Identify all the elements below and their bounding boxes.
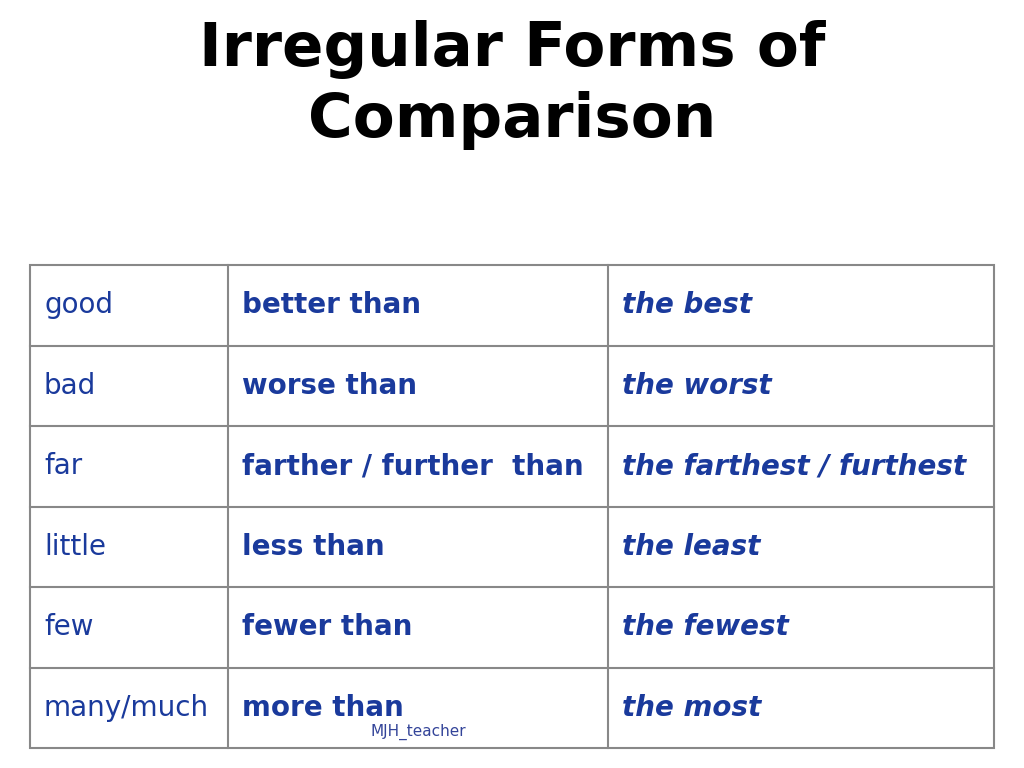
Text: Irregular Forms of
Comparison: Irregular Forms of Comparison — [199, 20, 825, 150]
Text: many/much: many/much — [44, 694, 209, 722]
Text: farther / further  than: farther / further than — [242, 452, 584, 480]
Text: the worst: the worst — [623, 372, 772, 400]
Bar — [30, 265, 994, 748]
Text: more than: more than — [242, 694, 403, 722]
Text: far: far — [44, 452, 82, 480]
Text: better than: better than — [242, 291, 421, 319]
Text: the best: the best — [623, 291, 753, 319]
Text: good: good — [44, 291, 113, 319]
Text: MJH_teacher: MJH_teacher — [371, 723, 466, 740]
Text: few: few — [44, 614, 93, 641]
Text: the most: the most — [623, 694, 762, 722]
Text: bad: bad — [44, 372, 96, 400]
Text: the fewest: the fewest — [623, 614, 790, 641]
Text: the farthest / furthest: the farthest / furthest — [623, 452, 967, 480]
Text: fewer than: fewer than — [242, 614, 412, 641]
Text: worse than: worse than — [242, 372, 417, 400]
Text: little: little — [44, 533, 106, 561]
Text: less than: less than — [242, 533, 384, 561]
Text: the least: the least — [623, 533, 761, 561]
